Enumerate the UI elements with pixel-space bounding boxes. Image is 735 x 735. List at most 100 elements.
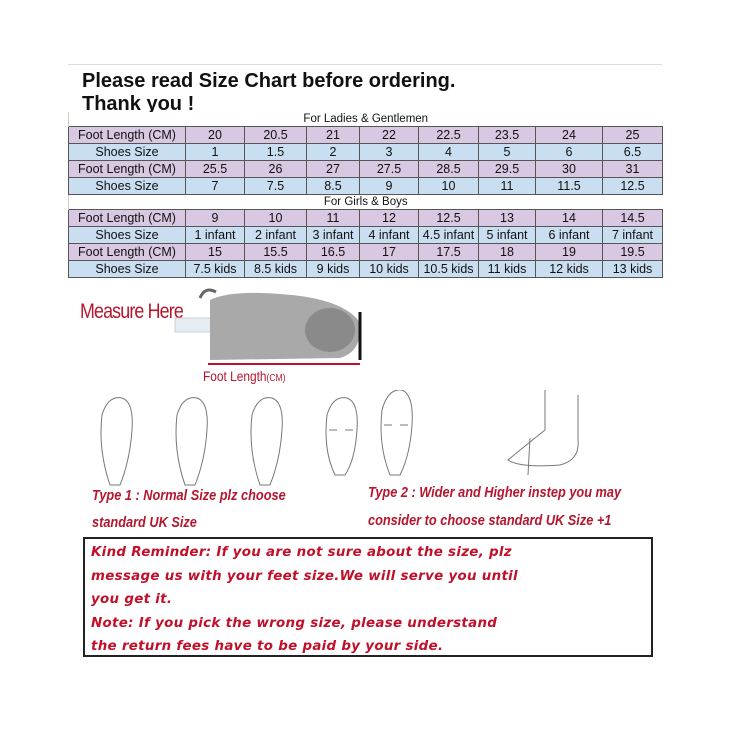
table-cell: 13 kids: [602, 260, 663, 278]
row-label: Foot Length (CM): [68, 126, 186, 144]
table-cell: 1.5: [244, 143, 307, 161]
table-cell: 25.5: [185, 160, 245, 178]
table-cell: 17.5: [418, 243, 479, 261]
table-cell: 2: [306, 143, 360, 161]
table-cell: 27: [306, 160, 360, 178]
table-row: Shoes Size 7.5 kids 8.5 kids 9 kids 10 kids 1…: [68, 260, 663, 278]
table-cell: 27.5: [359, 160, 419, 178]
kind-reminder-box: Kind Reminder: If you are not sure about…: [83, 537, 653, 657]
table-cell: 2 infant: [244, 226, 307, 244]
table-cell: 12: [359, 209, 419, 227]
table-cell: 9 kids: [306, 260, 360, 278]
table-cell: 9: [185, 209, 245, 227]
type1-line1: Type 1 : Normal Size plz choose: [92, 487, 286, 504]
table-cell: 3: [359, 143, 419, 161]
feet-type-illustrations: [100, 390, 579, 486]
foot-icon: [175, 397, 208, 486]
table-cell: 9: [359, 177, 419, 195]
table-cell: 18: [478, 243, 536, 261]
reminder-line: message us with your feet size.We will s…: [91, 568, 518, 584]
type1-line2: standard UK Size: [92, 514, 197, 531]
table-cell: 11.5: [535, 177, 603, 195]
table-cell: 4.5 infant: [418, 226, 479, 244]
table-cell: 8.5: [306, 177, 360, 195]
foot-icon: [380, 390, 413, 476]
table-cell: 10: [418, 177, 479, 195]
foot-icon: [250, 397, 283, 486]
table-cell: 10 kids: [359, 260, 419, 278]
table-row: Shoes Size 7 7.5 8.5 9 10 11 11.5 12.5: [68, 177, 663, 195]
table-cell: 7.5 kids: [185, 260, 245, 278]
table-cell: 17: [359, 243, 419, 261]
table-cell: 4: [418, 143, 479, 161]
table-row: Foot Length (CM) 25.5 26 27 27.5 28.5 29.5 30 31: [68, 160, 663, 178]
table-cell: 1 infant: [185, 226, 245, 244]
table-row: Shoes Size 1 1.5 2 3 4 5 6 6.5: [68, 143, 663, 161]
table-cell: 16.5: [306, 243, 360, 261]
table-cell: 10: [244, 209, 307, 227]
table-cell: 12.5: [602, 177, 663, 195]
type2-line1: Type 2 : Wider and Higher instep you may: [368, 484, 622, 501]
table-cell: 13: [478, 209, 536, 227]
row-label: Foot Length (CM): [68, 160, 186, 178]
row-label: Shoes Size: [68, 226, 186, 244]
table-cell: 11 kids: [478, 260, 536, 278]
table-cell: 5: [478, 143, 536, 161]
row-label: Foot Length (CM): [68, 243, 186, 261]
reminder-line: Kind Reminder: If you are not sure about…: [91, 545, 512, 560]
foot-icon: [325, 397, 358, 476]
divider: [68, 64, 662, 65]
table-cell: 6: [535, 143, 603, 161]
table-cell: 15: [185, 243, 245, 261]
table-cell: 11: [306, 209, 360, 227]
reminder-line: you get it.: [91, 592, 173, 607]
table-cell: 4 infant: [359, 226, 419, 244]
foot-icon: [100, 397, 133, 486]
section-caption: For Girls & Boys: [68, 194, 663, 210]
table-row: Shoes Size 1 infant 2 infant 3 infant 4 infa…: [68, 226, 663, 244]
row-label: Shoes Size: [68, 177, 186, 195]
foot-measure-illustration: [174, 288, 362, 365]
table-cell: 8.5 kids: [244, 260, 307, 278]
table-cell: 24: [535, 126, 603, 144]
table-cell: 22.5: [418, 126, 479, 144]
title-line-2: Thank you !: [82, 93, 195, 115]
row-label: Shoes Size: [68, 260, 186, 278]
table-cell: 21: [306, 126, 360, 144]
table-cell: 25: [602, 126, 663, 144]
type2-line2: consider to choose standard UK Size +1: [368, 512, 612, 529]
table-cell: 6.5: [602, 143, 663, 161]
table-cell: 1: [185, 143, 245, 161]
table-cell: 7 infant: [602, 226, 663, 244]
table-cell: 26: [244, 160, 307, 178]
size-table: For Ladies & Gentlemen Foot Length (CM) 20…: [68, 112, 663, 278]
row-label: Shoes Size: [68, 143, 186, 161]
measure-here-label: Measure Here: [80, 300, 184, 323]
table-cell: 23.5: [478, 126, 536, 144]
table-cell: 22: [359, 126, 419, 144]
table-cell: 3 infant: [306, 226, 360, 244]
foot-length-label: Foot Length(CM): [203, 368, 285, 384]
foot-length-text: Foot Length: [203, 368, 267, 384]
table-cell: 14.5: [602, 209, 663, 227]
table-cell: 7: [185, 177, 245, 195]
table-cell: 11: [478, 177, 536, 195]
table-cell: 19.5: [602, 243, 663, 261]
side-foot-icon: [507, 390, 579, 476]
table-cell: 12.5: [418, 209, 479, 227]
table-row: Foot Length (CM) 20 20.5 21 22 22.5 23.5 24 25: [68, 126, 663, 144]
table-cell: 30: [535, 160, 603, 178]
table-cell: 7.5: [244, 177, 307, 195]
table-cell: 20: [185, 126, 245, 144]
foot-length-unit: (CM): [266, 373, 286, 384]
table-cell: 15.5: [244, 243, 307, 261]
table-cell: 5 infant: [478, 226, 536, 244]
reminder-line: Note: If you pick the wrong size, please…: [91, 615, 498, 631]
table-cell: 6 infant: [535, 226, 603, 244]
table-cell: 14: [535, 209, 603, 227]
table-cell: 28.5: [418, 160, 479, 178]
table-row: Foot Length (CM) 15 15.5 16.5 17 17.5 18 19 19.5: [68, 243, 663, 261]
table-cell: 29.5: [478, 160, 536, 178]
table-cell: 10.5 kids: [418, 260, 479, 278]
